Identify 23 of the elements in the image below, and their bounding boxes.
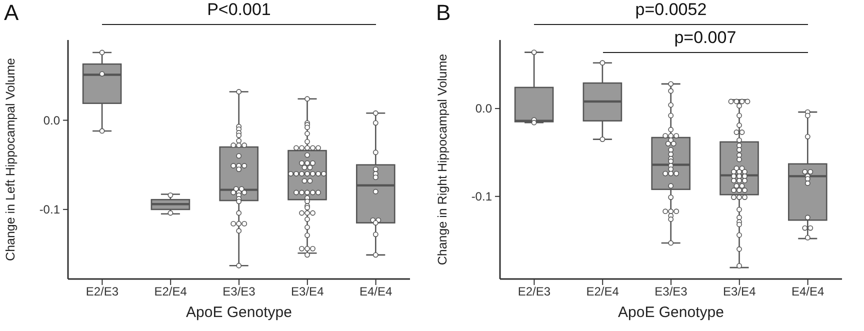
chart-title: B (436, 0, 451, 26)
text: P<0.001 (206, 0, 272, 20)
x-tick-label: E2/E3 (86, 284, 119, 299)
x-tick-label: E2/E3 (518, 284, 551, 299)
x-axis-title: ApoE Genotype (186, 304, 292, 321)
y-axis-title: Change in Left Hippocampal Volume (3, 58, 18, 261)
x-tick-label: E3/E4 (291, 284, 324, 299)
x-axis-title: ApoE Genotype (618, 304, 724, 321)
x-tick-label: E3/E3 (654, 284, 688, 299)
x-tick-label: E3/E3 (222, 284, 256, 299)
y-tick-label: -0.1 (471, 190, 492, 204)
x-tick-label: E4/E4 (791, 284, 824, 299)
y-tick-label: -0.1 (39, 202, 60, 217)
x-tick-label: E3/E4 (723, 284, 756, 299)
annotation: p=0.007 (673, 28, 738, 48)
chart-title: A (4, 0, 19, 26)
x-tick-label: E2/E4 (586, 284, 620, 299)
x-tick-label: E2/E4 (154, 284, 188, 299)
y-axis-title: Change in Right Hippocampal Volume (435, 54, 450, 266)
y-tick-label: 0.0 (43, 113, 60, 128)
y-tick-label: 0.0 (475, 102, 492, 116)
text: p=0.0052 (634, 0, 708, 20)
x-tick-label: E4/E4 (359, 284, 392, 299)
